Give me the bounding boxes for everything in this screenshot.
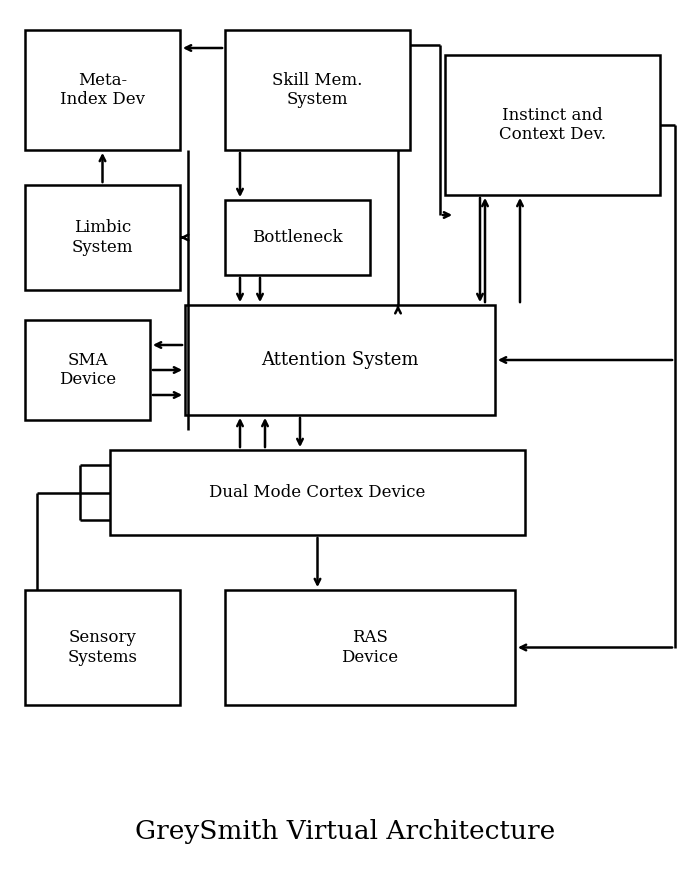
Bar — [110, 450, 525, 535]
Text: Sensory
Systems: Sensory Systems — [68, 629, 138, 666]
Bar — [445, 55, 660, 195]
Bar — [225, 200, 370, 275]
Text: Meta-
Index Dev: Meta- Index Dev — [60, 72, 145, 108]
Bar — [185, 305, 495, 415]
Text: Instinct and
Context Dev.: Instinct and Context Dev. — [499, 106, 606, 143]
Bar — [225, 30, 410, 150]
Bar — [225, 590, 515, 705]
Text: Limbic
System: Limbic System — [72, 219, 133, 256]
Text: GreySmith Virtual Architecture: GreySmith Virtual Architecture — [135, 819, 556, 844]
Text: RAS
Device: RAS Device — [341, 629, 399, 666]
Text: Attention System: Attention System — [261, 351, 419, 369]
Bar — [25, 320, 150, 420]
Text: Dual Mode Cortex Device: Dual Mode Cortex Device — [209, 484, 426, 501]
Text: SMA
Device: SMA Device — [59, 351, 116, 388]
Bar — [25, 30, 180, 150]
Text: Bottleneck: Bottleneck — [252, 229, 343, 246]
Bar — [25, 185, 180, 290]
Bar — [25, 590, 180, 705]
Text: Skill Mem.
System: Skill Mem. System — [272, 72, 363, 108]
